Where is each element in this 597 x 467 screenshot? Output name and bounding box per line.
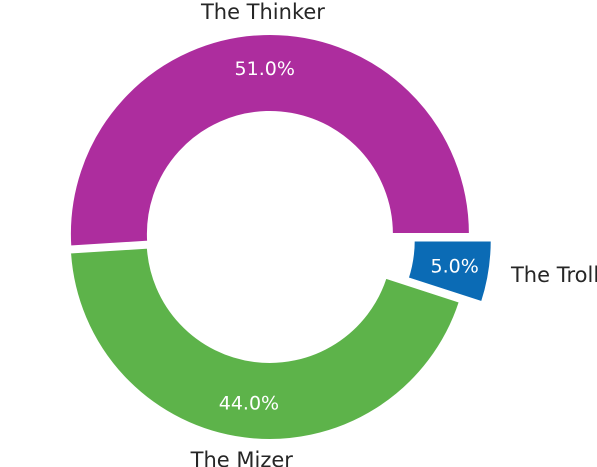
percent-label: 51.0% [235, 58, 295, 80]
percent-label: 5.0% [431, 255, 479, 277]
category-label: The Thinker [200, 0, 325, 24]
donut-slices [70, 34, 492, 440]
category-label: The Troll [510, 263, 597, 287]
category-label: The Mizer [190, 448, 294, 467]
percent-label: 44.0% [219, 393, 279, 415]
